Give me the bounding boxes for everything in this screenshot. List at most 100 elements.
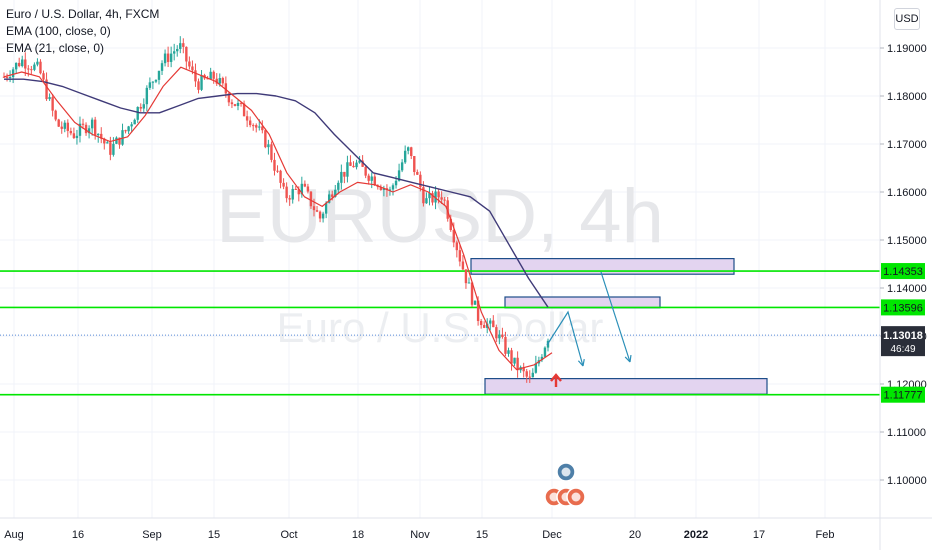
candle-body — [39, 61, 42, 74]
candle-body — [239, 102, 243, 104]
level-price-label: 1.14353 — [883, 266, 923, 278]
time-tick-label: Sep — [142, 529, 162, 541]
candle-body — [142, 104, 145, 109]
candle-body — [66, 122, 70, 131]
candle-body — [346, 162, 349, 177]
candle-body — [115, 137, 118, 144]
candle-body — [306, 186, 310, 192]
candle-body — [106, 142, 109, 144]
candle-body — [191, 66, 194, 71]
candle-body — [489, 320, 492, 324]
candle-body — [498, 334, 501, 339]
candle-body — [248, 120, 252, 126]
projection-arrow — [600, 271, 631, 363]
candle-body — [69, 130, 73, 134]
candle-body — [87, 128, 91, 134]
candle-body — [93, 119, 97, 136]
time-tick-label: 15 — [208, 529, 220, 541]
candle-body — [63, 122, 66, 129]
candle-body — [416, 171, 419, 175]
candle-body — [90, 119, 94, 129]
indicator-ema21[interactable]: EMA (21, close, 0) — [6, 41, 105, 55]
time-tick-label: 18 — [352, 529, 364, 541]
candle-body — [446, 200, 449, 219]
candle-body — [215, 78, 218, 84]
candle-body — [410, 147, 413, 157]
candle-body — [21, 59, 24, 67]
level-price-label: 1.11777 — [884, 390, 923, 402]
candle-body — [209, 71, 212, 80]
candle-body — [224, 83, 228, 94]
time-tick-label: Nov — [410, 529, 430, 541]
candle-body — [139, 106, 142, 109]
candle-body — [331, 194, 334, 197]
candle-body — [54, 110, 57, 120]
candle-body — [157, 70, 161, 80]
candle-body — [504, 337, 507, 354]
time-tick-label: 2022 — [684, 529, 708, 541]
candle-body — [458, 250, 462, 262]
symbol-title[interactable]: Euro / U.S. Dollar, 4h, FXCM — [6, 7, 160, 21]
candle-body — [452, 229, 455, 243]
candle-body — [352, 165, 355, 168]
price-tick-label: 1.16000 — [887, 187, 927, 199]
candle-body — [264, 130, 267, 148]
candle-body — [370, 176, 373, 181]
candle-body — [291, 188, 294, 200]
candle-body — [136, 106, 139, 120]
candle-body — [440, 197, 443, 200]
candle-body — [11, 69, 15, 78]
candle-body — [81, 123, 85, 125]
candle-body — [261, 126, 264, 131]
candle-body — [151, 81, 155, 83]
candle-body — [8, 77, 12, 79]
candle-body — [294, 188, 297, 190]
candle-body — [337, 182, 340, 190]
candle-body — [206, 78, 209, 80]
candle-body — [349, 162, 352, 166]
candle-body — [5, 76, 9, 78]
candle-body — [2, 76, 6, 78]
candle-body — [45, 79, 48, 100]
candle-body — [413, 156, 416, 172]
candle-body — [361, 160, 364, 167]
currency-button[interactable]: USD — [894, 8, 920, 30]
indicator-ema100[interactable]: EMA (100, close, 0) — [6, 24, 111, 38]
level-price-label-bg — [881, 386, 925, 403]
candle-body — [358, 160, 361, 163]
candle-body — [334, 189, 337, 197]
candle-body — [495, 327, 498, 339]
candle-body — [434, 191, 437, 203]
candle-body — [127, 126, 130, 132]
candle-body — [221, 78, 225, 84]
time-axis: Aug 16 Sep 15 Oct 18 Nov 15 Dec 20 2022 17 Feb — [0, 517, 932, 541]
candle-body — [103, 138, 106, 144]
candle-body — [194, 70, 197, 82]
candle-body — [543, 347, 547, 357]
time-tick-label: Aug — [4, 529, 24, 541]
price-tick-label: 1.14000 — [887, 283, 927, 295]
candle-body — [227, 93, 231, 103]
time-tick-label: 16 — [72, 529, 84, 541]
candle-body — [510, 350, 513, 364]
candle-body — [169, 53, 173, 62]
candle-body — [236, 102, 240, 106]
candle-body — [166, 53, 170, 62]
chart-grid — [0, 0, 880, 518]
coin-icon-center — [561, 467, 571, 477]
candle-body — [57, 119, 60, 127]
candle-body — [33, 64, 36, 70]
candle-body — [109, 142, 112, 155]
price-tick-label: 1.18000 — [887, 91, 927, 103]
candle-body — [233, 104, 237, 106]
candle-body — [367, 175, 370, 181]
candle-body — [279, 170, 282, 183]
candle-body — [522, 367, 525, 372]
candle-body — [373, 176, 376, 186]
candle-body — [75, 135, 79, 139]
candle-body — [455, 242, 459, 251]
candle-body — [343, 171, 346, 177]
candle-body — [528, 376, 531, 378]
candle-body — [172, 51, 176, 54]
